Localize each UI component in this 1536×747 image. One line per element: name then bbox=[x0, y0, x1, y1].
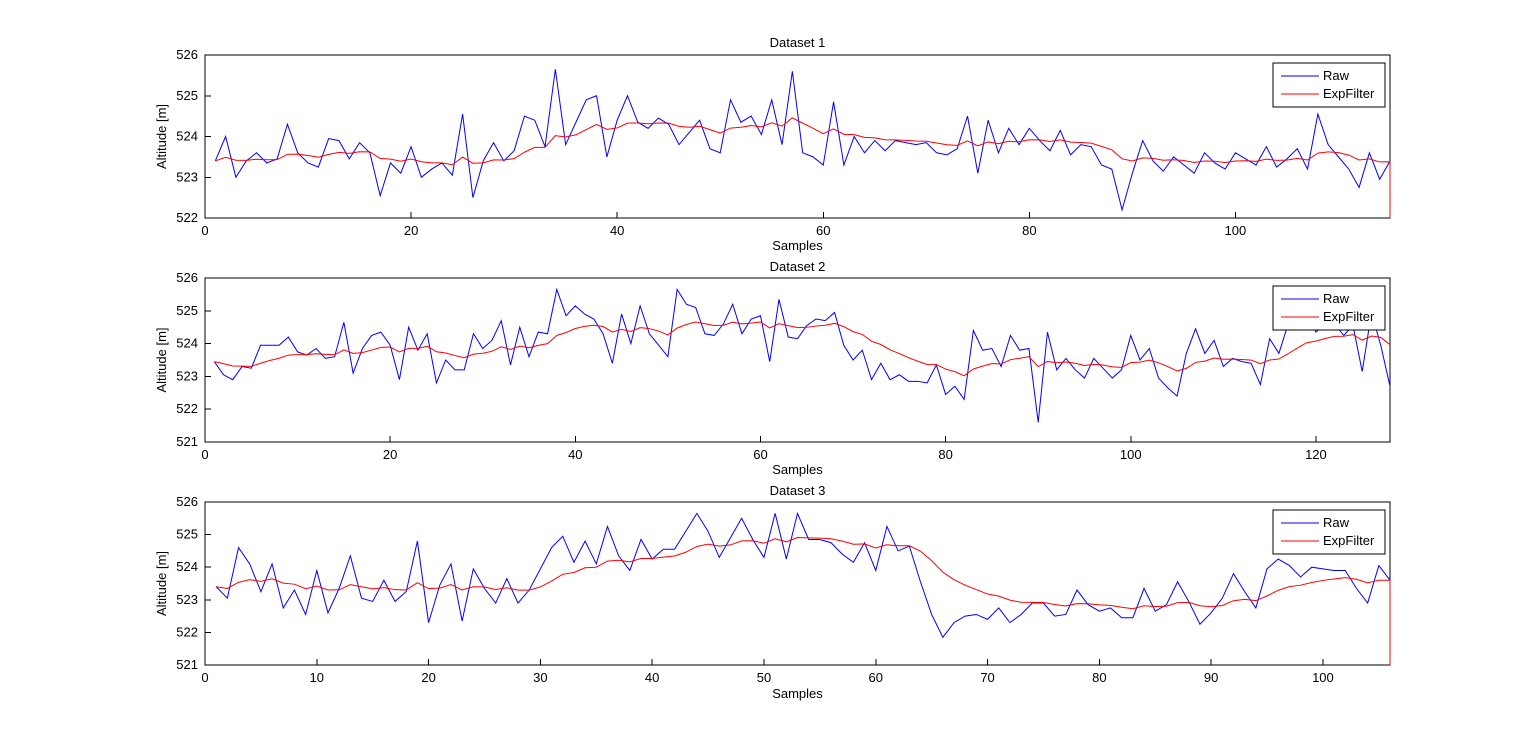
y-tick-label: 522 bbox=[176, 401, 198, 416]
y-tick-label: 525 bbox=[176, 88, 198, 103]
y-axis-label: Altitude [m] bbox=[154, 327, 169, 392]
legend-entry-label: ExpFilter bbox=[1323, 533, 1375, 548]
legend-entry-label: Raw bbox=[1323, 68, 1350, 83]
x-tick-label: 100 bbox=[1312, 670, 1334, 685]
x-tick-label: 80 bbox=[938, 447, 952, 462]
legend-entry-label: ExpFilter bbox=[1323, 309, 1375, 324]
x-tick-label: 60 bbox=[816, 223, 830, 238]
series-raw-line bbox=[214, 69, 1391, 212]
x-tick-label: 20 bbox=[404, 223, 418, 238]
y-axis-label: Altitude [m] bbox=[154, 551, 169, 616]
axes-box bbox=[204, 501, 1391, 666]
subplot-2: 0 20 40 60 80 100 120 521 522 523 524 525 526 Dataset… bbox=[154, 259, 1391, 477]
x-axis-label: Samples bbox=[772, 238, 823, 253]
legend-entry-label: Raw bbox=[1323, 515, 1350, 530]
subplot-1: 0 20 40 60 80 100 522 523 524 525 526 Dataset 1 Samp… bbox=[154, 35, 1391, 253]
y-tick-label: 526 bbox=[176, 47, 198, 62]
legend-box bbox=[1272, 285, 1386, 331]
x-tick-label: 10 bbox=[310, 670, 324, 685]
series-raw-line bbox=[213, 287, 1391, 423]
axes-box bbox=[204, 277, 1391, 443]
x-tick-label: 120 bbox=[1305, 447, 1327, 462]
series-expfilter-line bbox=[215, 117, 1391, 218]
x-tick-label: 20 bbox=[383, 447, 397, 462]
x-tick-label: 80 bbox=[1092, 670, 1106, 685]
x-tick-label: 30 bbox=[533, 670, 547, 685]
legend-box bbox=[1272, 509, 1386, 555]
x-tick-label: 70 bbox=[980, 670, 994, 685]
x-axis-label: Samples bbox=[772, 462, 823, 477]
y-tick-label: 526 bbox=[176, 494, 198, 509]
y-tick-label: 523 bbox=[176, 592, 198, 607]
chart-title: Dataset 3 bbox=[770, 483, 826, 498]
y-tick-label: 525 bbox=[176, 527, 198, 542]
x-tick-label: 40 bbox=[568, 447, 582, 462]
legend: Raw ExpFilter bbox=[1272, 509, 1386, 555]
x-tick-label: 40 bbox=[610, 223, 624, 238]
legend-entry-label: ExpFilter bbox=[1323, 86, 1375, 101]
subplot-3: 0 10 20 30 40 50 60 70 80 90 100 521 522 523 524 525 526… bbox=[154, 483, 1391, 701]
y-axis-label: Altitude [m] bbox=[154, 104, 169, 169]
legend-entry-label: Raw bbox=[1323, 291, 1350, 306]
y-tick-label: 521 bbox=[176, 434, 198, 449]
x-tick-label: 80 bbox=[1022, 223, 1036, 238]
x-tick-label: 0 bbox=[201, 223, 208, 238]
x-tick-label: 0 bbox=[201, 447, 208, 462]
x-tick-label: 100 bbox=[1225, 223, 1247, 238]
x-tick-label: 0 bbox=[201, 670, 208, 685]
series-expfilter-line bbox=[214, 321, 1391, 377]
y-tick-label: 524 bbox=[176, 559, 198, 574]
y-tick-label: 524 bbox=[176, 336, 198, 351]
y-tick-label: 525 bbox=[176, 303, 198, 318]
x-tick-label: 20 bbox=[421, 670, 435, 685]
x-tick-label: 40 bbox=[645, 670, 659, 685]
x-tick-label: 90 bbox=[1204, 670, 1218, 685]
x-tick-label: 60 bbox=[869, 670, 883, 685]
x-tick-label: 100 bbox=[1120, 447, 1142, 462]
y-tick-label: 526 bbox=[176, 270, 198, 285]
series-raw-line bbox=[215, 511, 1391, 639]
legend: Raw ExpFilter bbox=[1272, 285, 1386, 331]
y-tick-label: 521 bbox=[176, 657, 198, 672]
series-expfilter-line bbox=[216, 537, 1391, 665]
x-axis-label: Samples bbox=[772, 686, 823, 701]
chart-title: Dataset 1 bbox=[770, 35, 826, 50]
y-tick-label: 523 bbox=[176, 169, 198, 184]
legend: Raw ExpFilter bbox=[1272, 62, 1386, 108]
x-tick-label: 50 bbox=[757, 670, 771, 685]
chart-title: Dataset 2 bbox=[770, 259, 826, 274]
y-tick-label: 522 bbox=[176, 624, 198, 639]
axes-box bbox=[204, 54, 1391, 219]
y-tick-label: 522 bbox=[176, 210, 198, 225]
y-tick-label: 524 bbox=[176, 129, 198, 144]
x-tick-label: 60 bbox=[753, 447, 767, 462]
y-tick-label: 523 bbox=[176, 368, 198, 383]
legend-box bbox=[1272, 62, 1386, 108]
